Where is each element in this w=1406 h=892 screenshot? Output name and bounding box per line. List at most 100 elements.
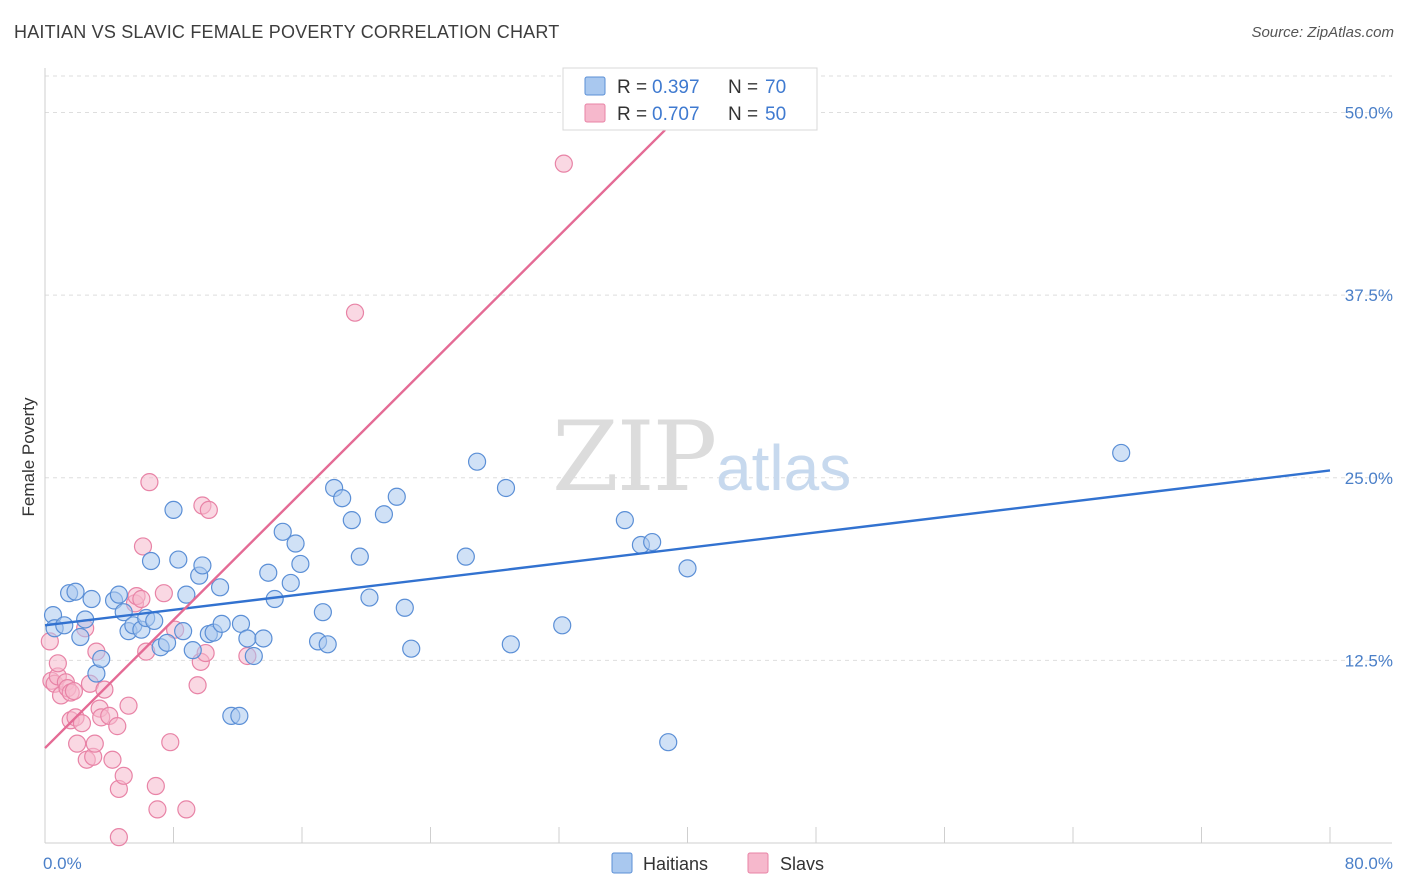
haitian-point-50 xyxy=(350,547,369,566)
chart-title: HAITIAN VS SLAVIC FEMALE POVERTY CORRELA… xyxy=(14,22,560,42)
y-tick-label-3: 50.0% xyxy=(1345,104,1393,123)
slav-point-10 xyxy=(64,681,84,701)
watermark-zip: ZIP xyxy=(552,401,715,513)
bottom-legend-swatch-haitians xyxy=(611,852,633,874)
slavs-points xyxy=(40,154,573,847)
haitian-point-57 xyxy=(467,452,487,471)
haitian-point-22 xyxy=(169,550,188,569)
haitian-point-17 xyxy=(141,551,161,571)
y-axis-label: Female Poverty xyxy=(19,397,38,517)
slav-point-36 xyxy=(148,800,167,819)
haitian-point-4 xyxy=(66,582,85,601)
tick-labels: 12.5% 25.0% 37.5% 50.0% 0.0% 80.0% xyxy=(43,104,1393,873)
haitian-point-58 xyxy=(496,478,516,498)
haitian-point-45 xyxy=(313,603,332,622)
haitian-point-48 xyxy=(333,489,352,508)
slav-point-28 xyxy=(119,696,138,715)
haitian-point-49 xyxy=(342,511,361,530)
haitian-point-59 xyxy=(501,635,520,654)
slav-trend-line xyxy=(44,129,666,749)
legend-n-label-slavs: N = xyxy=(728,104,758,125)
y-tick-label-0: 12.5% xyxy=(1345,651,1393,670)
haitian-point-23 xyxy=(174,622,193,641)
grid-lines xyxy=(45,75,1392,661)
legend-r-value-slavs: 0.707 xyxy=(652,104,700,125)
watermark-atlas: atlas xyxy=(716,432,851,504)
haitian-point-24 xyxy=(177,585,196,604)
x-tick-label-0: 0.0% xyxy=(43,854,82,873)
haitian-point-9 xyxy=(92,649,111,669)
haitian-point-40 xyxy=(273,522,292,541)
slav-point-47 xyxy=(345,303,365,322)
haitian-point-33 xyxy=(230,706,249,725)
haitian-point-46 xyxy=(318,635,337,654)
haitian-point-42 xyxy=(286,534,305,553)
haitian-point-38 xyxy=(259,563,278,582)
legend: R = 0.397 N = 70 R = 0.707 N = 50 xyxy=(562,67,818,131)
slav-point-34 xyxy=(133,537,153,556)
slav-point-13 xyxy=(72,714,92,733)
haitian-point-21 xyxy=(164,500,183,520)
haitian-point-64 xyxy=(659,733,678,752)
legend-r-label-slavs: R = xyxy=(617,104,647,125)
haitian-point-41 xyxy=(281,573,300,593)
bottom-legend-slavs: Slavs xyxy=(780,854,824,874)
haitian-point-65 xyxy=(678,559,697,578)
source-label: Source: ZipAtlas.com xyxy=(1251,24,1394,41)
slav-point-31 xyxy=(132,589,151,609)
haitian-point-2 xyxy=(55,616,74,635)
slav-point-37 xyxy=(154,584,173,603)
slav-point-35 xyxy=(146,776,165,796)
haitian-trend-line xyxy=(44,469,1331,627)
haitian-point-25 xyxy=(183,641,202,660)
haitian-point-43 xyxy=(291,554,310,574)
slav-point-25 xyxy=(108,717,127,736)
haitian-point-51 xyxy=(360,588,379,607)
haitian-point-7 xyxy=(82,589,101,609)
slav-point-38 xyxy=(161,733,180,752)
haitian-point-18 xyxy=(145,611,164,631)
slav-point-48 xyxy=(554,154,573,173)
legend-n-value-slavs: 50 xyxy=(765,104,786,125)
legend-r-value-haitians: 0.397 xyxy=(652,77,700,98)
slav-point-49 xyxy=(109,828,128,847)
slav-point-4 xyxy=(48,654,67,673)
haitian-point-54 xyxy=(395,598,414,617)
haitian-point-37 xyxy=(254,629,273,648)
slav-point-24 xyxy=(103,750,122,769)
haitian-point-30 xyxy=(210,578,230,597)
haitian-point-56 xyxy=(456,547,475,566)
haitian-point-66 xyxy=(1112,443,1131,463)
haitian-point-63 xyxy=(643,532,662,552)
bottom-legend: Haitians Slavs xyxy=(611,852,824,874)
x-tick-label-1: 80.0% xyxy=(1345,854,1393,873)
trend-lines xyxy=(44,129,1331,749)
haitian-point-53 xyxy=(387,487,406,506)
haitian-point-20 xyxy=(157,633,177,652)
legend-r-label-haitians: R = xyxy=(617,77,647,98)
slav-point-12 xyxy=(68,734,87,753)
bottom-legend-haitians: Haitians xyxy=(643,854,708,874)
legend-n-value-haitians: 70 xyxy=(765,77,786,98)
watermark: ZIP atlas xyxy=(552,401,851,513)
slav-point-40 xyxy=(177,800,196,819)
slav-point-41 xyxy=(188,676,207,695)
haitian-point-60 xyxy=(553,616,572,635)
haitian-point-35 xyxy=(238,629,257,648)
y-tick-label-1: 25.0% xyxy=(1345,469,1393,488)
haitian-point-55 xyxy=(402,639,421,658)
legend-swatch-slavs xyxy=(584,103,606,123)
legend-n-label-haitians: N = xyxy=(728,77,758,98)
y-tick-label-2: 37.5% xyxy=(1345,286,1393,305)
bottom-legend-swatch-slavs xyxy=(747,852,769,874)
haitian-point-36 xyxy=(244,646,263,666)
slav-point-18 xyxy=(85,734,104,753)
axes xyxy=(44,68,1392,844)
haitian-point-5 xyxy=(71,627,90,647)
haitian-point-27 xyxy=(193,556,212,575)
haitian-point-31 xyxy=(212,614,231,633)
slav-point-27 xyxy=(114,766,133,785)
slav-point-33 xyxy=(140,473,159,492)
haitian-point-52 xyxy=(374,505,394,524)
